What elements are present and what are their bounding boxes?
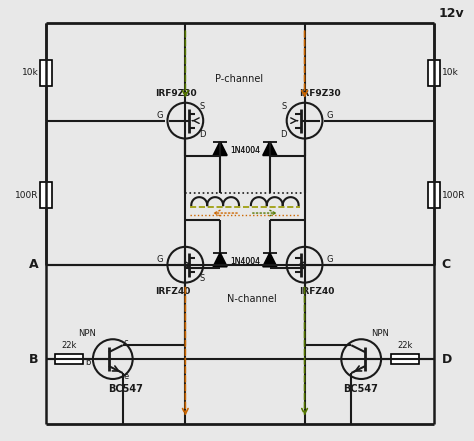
Bar [40, 60, 52, 86]
Text: IRFZ40: IRFZ40 [155, 287, 191, 295]
Polygon shape [213, 142, 227, 155]
Text: G: G [327, 255, 333, 264]
Text: D: D [199, 130, 206, 139]
Text: 1N4004: 1N4004 [230, 257, 260, 266]
Text: N-channel: N-channel [227, 295, 277, 304]
Text: 1N4004: 1N4004 [230, 146, 260, 155]
Text: IRF9Z30: IRF9Z30 [155, 90, 197, 98]
Text: BC547: BC547 [343, 384, 378, 394]
Text: 100R: 100R [442, 191, 465, 200]
Text: D: D [442, 353, 452, 366]
Text: NPN: NPN [371, 329, 389, 338]
Text: D: D [280, 130, 287, 139]
Bar [428, 182, 440, 208]
Polygon shape [263, 253, 277, 267]
Text: 22k: 22k [61, 341, 77, 350]
Text: 12v: 12v [439, 7, 465, 20]
Text: 22k: 22k [397, 341, 413, 350]
Text: IRF9Z30: IRF9Z30 [300, 90, 341, 98]
Text: G: G [157, 255, 164, 264]
Text: 10k: 10k [442, 68, 458, 78]
Text: c: c [124, 338, 128, 347]
Bar [40, 182, 52, 208]
Text: G: G [327, 111, 333, 120]
Text: S: S [199, 274, 204, 283]
Text: P-channel: P-channel [215, 74, 263, 84]
Text: S: S [282, 102, 287, 111]
Text: B: B [29, 353, 38, 366]
Polygon shape [213, 253, 227, 267]
Text: S: S [199, 102, 204, 111]
Text: NPN: NPN [78, 329, 96, 338]
Text: BC547: BC547 [108, 384, 143, 394]
Bar [391, 354, 419, 364]
Text: G: G [157, 111, 164, 120]
Text: e: e [124, 371, 129, 381]
Bar [55, 354, 83, 364]
Text: 1N4004: 1N4004 [230, 146, 260, 155]
Polygon shape [263, 142, 277, 155]
Bar [428, 60, 440, 86]
Text: 1N4004: 1N4004 [230, 257, 260, 266]
Text: 10k: 10k [21, 68, 38, 78]
Text: A: A [28, 258, 38, 271]
Text: C: C [442, 258, 451, 271]
Text: b: b [85, 358, 91, 366]
Text: 100R: 100R [15, 191, 38, 200]
Text: IRFZ40: IRFZ40 [300, 287, 335, 295]
